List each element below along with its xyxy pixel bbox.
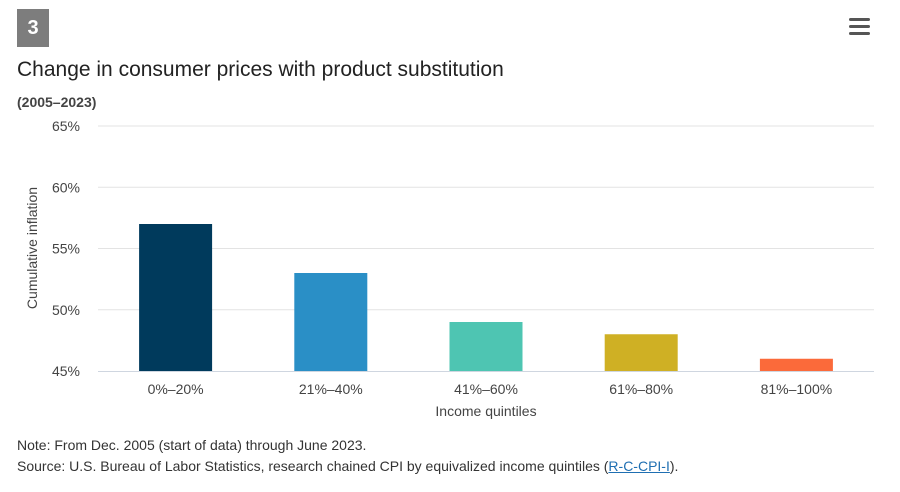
bar[interactable] — [449, 322, 523, 371]
x-tick-label: 0%–20% — [148, 381, 204, 397]
x-tick-label: 41%–60% — [454, 381, 518, 397]
bar[interactable] — [604, 334, 678, 371]
source-suffix: ). — [669, 458, 679, 474]
bar-chart: 45% 50% 55% 60% 65% 0%–20% 21%–40% 41%–60% 61%–… — [24, 118, 874, 419]
y-tick-label: 60% — [52, 179, 80, 195]
y-tick-label: 45% — [52, 363, 80, 379]
bars — [139, 224, 833, 371]
hamburger-menu-icon-bar — [849, 32, 870, 35]
bar[interactable] — [294, 273, 368, 371]
bar[interactable] — [759, 358, 833, 371]
source-text: Source: U.S. Bureau of Labor Statistics,… — [17, 458, 609, 474]
x-tick-label: 81%–100% — [761, 381, 833, 397]
bar[interactable] — [139, 224, 213, 371]
figure-number-badge: 3 — [17, 9, 49, 47]
chart-menu-button[interactable] — [846, 14, 874, 38]
hamburger-menu-icon — [849, 18, 870, 21]
hamburger-menu-icon-bar — [849, 25, 870, 28]
y-tick-label: 50% — [52, 302, 80, 318]
source-link[interactable]: R-C-CPI-I — [608, 458, 670, 474]
y-tick-label: 65% — [52, 118, 80, 134]
chart-source: Source: U.S. Bureau of Labor Statistics,… — [17, 458, 678, 474]
gridlines — [98, 125, 874, 311]
x-axis-label: Income quintiles — [435, 403, 536, 419]
y-axis-ticks: 45% 50% 55% 60% 65% — [52, 118, 80, 379]
y-tick-label: 55% — [52, 241, 80, 257]
y-axis-label: Cumulative inflation — [24, 187, 40, 309]
chart-note: Note: From Dec. 2005 (start of data) thr… — [17, 437, 367, 453]
x-axis-ticks: 0%–20% 21%–40% 41%–60% 61%–80% 81%–100% — [148, 381, 833, 397]
x-tick-label: 61%–80% — [609, 381, 673, 397]
chart-subtitle: (2005–2023) — [17, 94, 97, 110]
chart-title: Change in consumer prices with product s… — [17, 58, 504, 81]
x-tick-label: 21%–40% — [299, 381, 363, 397]
